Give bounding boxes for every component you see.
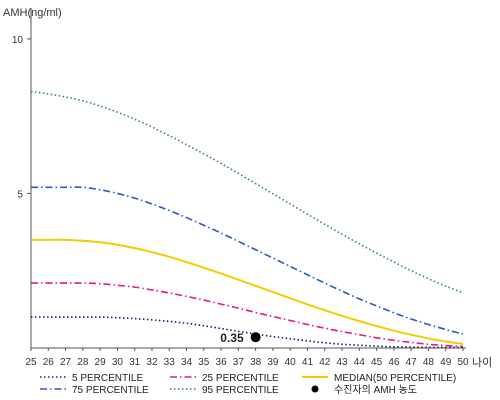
- x-tick-label: 32: [146, 357, 158, 368]
- legend: 5 PERCENTILE 25 PERCENTILE MEDIAN(50 PERCE…: [40, 373, 456, 396]
- series-line-95-percentile: [30, 90, 464, 294]
- series-line-median-50-percentile: [31, 238, 464, 345]
- legend-marker-swatch: [311, 385, 319, 393]
- series-line-5-percentile: [31, 316, 463, 349]
- x-tick-label: 25: [25, 357, 37, 368]
- x-tick-label: 26: [43, 357, 55, 368]
- x-tick-label: 45: [371, 357, 383, 368]
- x-tick-label: 49: [440, 357, 452, 368]
- series-line-75-percentile: [30, 186, 464, 335]
- x-tick-label: 41: [302, 357, 314, 368]
- x-tick-label: 43: [336, 357, 348, 368]
- patient-amh-marker: [250, 332, 261, 343]
- legend-marker-label: 수진자의 AMH 농도: [334, 384, 417, 396]
- legend-label: 75 PERCENTILE: [72, 385, 149, 396]
- legend-label: 5 PERCENTILE: [72, 373, 143, 384]
- y-tick-label: 10: [12, 35, 24, 46]
- x-tick-label: 42: [319, 357, 331, 368]
- y-ticks: 5 10: [12, 35, 31, 200]
- x-tick-label: 28: [77, 357, 89, 368]
- legend-label: 95 PERCENTILE: [202, 385, 279, 396]
- series-line-25-percentile: [31, 282, 464, 348]
- series-layer: [30, 90, 464, 349]
- x-tick-label: 40: [285, 357, 297, 368]
- y-axis-label: AMH(ng/ml): [3, 7, 62, 19]
- x-tick-label: 50: [457, 357, 469, 368]
- y-tick-label: 5: [17, 189, 23, 200]
- x-tick-label: 36: [216, 357, 228, 368]
- x-tick-label: 30: [112, 357, 124, 368]
- patient-amh-value-label: 0.35: [220, 331, 244, 345]
- legend-label: 25 PERCENTILE: [202, 373, 279, 384]
- x-tick-label: 46: [388, 357, 400, 368]
- x-tick-label: 44: [354, 357, 366, 368]
- x-axis-label: 나이: [472, 356, 492, 369]
- x-tick-label: 27: [60, 357, 72, 368]
- x-tick-label: 47: [406, 357, 418, 368]
- x-tick-label: 38: [250, 357, 262, 368]
- x-tick-label: 33: [164, 357, 176, 368]
- x-tick-label: 29: [95, 357, 107, 368]
- x-tick-label: 37: [233, 357, 245, 368]
- x-tick-label: 34: [181, 357, 193, 368]
- x-tick-label: 35: [198, 357, 210, 368]
- x-tick-label: 48: [423, 357, 435, 368]
- x-ticks: 25 26 27 28 29 30 31 32 33 34 35 36 37 38 39 40 41 42 43 44…: [25, 348, 469, 368]
- x-tick-label: 31: [129, 357, 141, 368]
- legend-label: MEDIAN(50 PERCENTILE): [334, 373, 456, 384]
- marker-layer: 0.35: [220, 331, 261, 345]
- x-tick-label: 39: [267, 357, 279, 368]
